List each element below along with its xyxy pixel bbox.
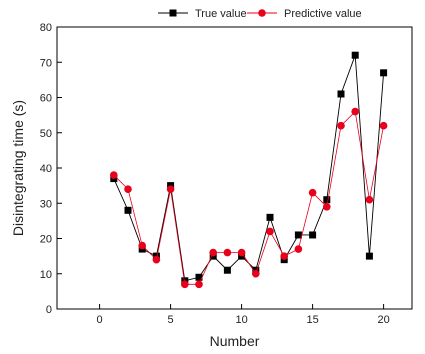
x-tick-label: 20 <box>377 314 389 326</box>
legend-item: True value <box>158 8 247 20</box>
y-tick-label: 60 <box>40 93 52 105</box>
plot-frame <box>56 26 413 310</box>
series-layer <box>110 51 388 289</box>
data-point <box>323 196 331 204</box>
data-point <box>195 273 203 281</box>
y-tick-label: 0 <box>46 304 52 316</box>
data-point <box>209 248 217 257</box>
legend-label: Predictive value <box>284 8 362 20</box>
data-point <box>124 185 132 193</box>
data-point <box>351 107 360 116</box>
data-point <box>280 252 289 260</box>
series-2 <box>110 107 388 289</box>
data-point <box>337 90 345 98</box>
data-point <box>294 231 302 239</box>
data-point <box>380 69 388 77</box>
axis-ticks: 0 5 10 15 20 0 10 20 30 40 50 60 70 80 <box>40 22 390 326</box>
data-point <box>266 227 274 236</box>
data-point <box>110 171 118 179</box>
data-point <box>181 280 189 289</box>
legend-label: True value <box>195 8 247 20</box>
data-point <box>252 269 260 278</box>
series-line <box>113 55 385 282</box>
data-point <box>266 213 274 221</box>
series-line <box>113 110 384 285</box>
data-point <box>294 245 303 253</box>
y-tick-label: 40 <box>40 163 52 175</box>
data-point <box>309 231 317 239</box>
data-point <box>365 252 373 260</box>
legend-item: Predictive value <box>247 8 362 20</box>
data-point <box>223 266 231 274</box>
x-axis-title: Number <box>210 333 260 349</box>
x-tick-label: 15 <box>306 314 318 326</box>
data-point <box>351 51 359 59</box>
y-tick-label: 30 <box>40 198 52 210</box>
data-point <box>379 121 388 130</box>
data-point <box>237 248 246 257</box>
series-1 <box>110 51 388 285</box>
data-point <box>152 255 161 264</box>
y-tick-label: 80 <box>40 22 52 34</box>
data-point <box>195 280 203 289</box>
y-tick-label: 50 <box>40 128 52 140</box>
data-point <box>337 121 345 130</box>
data-point <box>223 248 232 257</box>
data-point <box>365 195 374 204</box>
y-tick-label: 20 <box>40 234 52 246</box>
y-tick-label: 10 <box>40 269 52 281</box>
x-tick-label: 5 <box>168 314 174 326</box>
x-tick-label: 10 <box>235 314 247 326</box>
data-point <box>124 206 132 214</box>
legend-marker <box>169 9 177 17</box>
data-point <box>323 202 331 211</box>
data-point <box>308 188 317 197</box>
y-tick-label: 70 <box>40 57 52 69</box>
legend-marker <box>258 9 266 17</box>
x-tick-label: 0 <box>97 314 103 326</box>
data-point <box>166 185 175 193</box>
legend: True value Predictive value <box>158 8 362 20</box>
y-axis-title: Disintegrating time (s) <box>10 100 26 236</box>
data-point <box>138 241 146 250</box>
